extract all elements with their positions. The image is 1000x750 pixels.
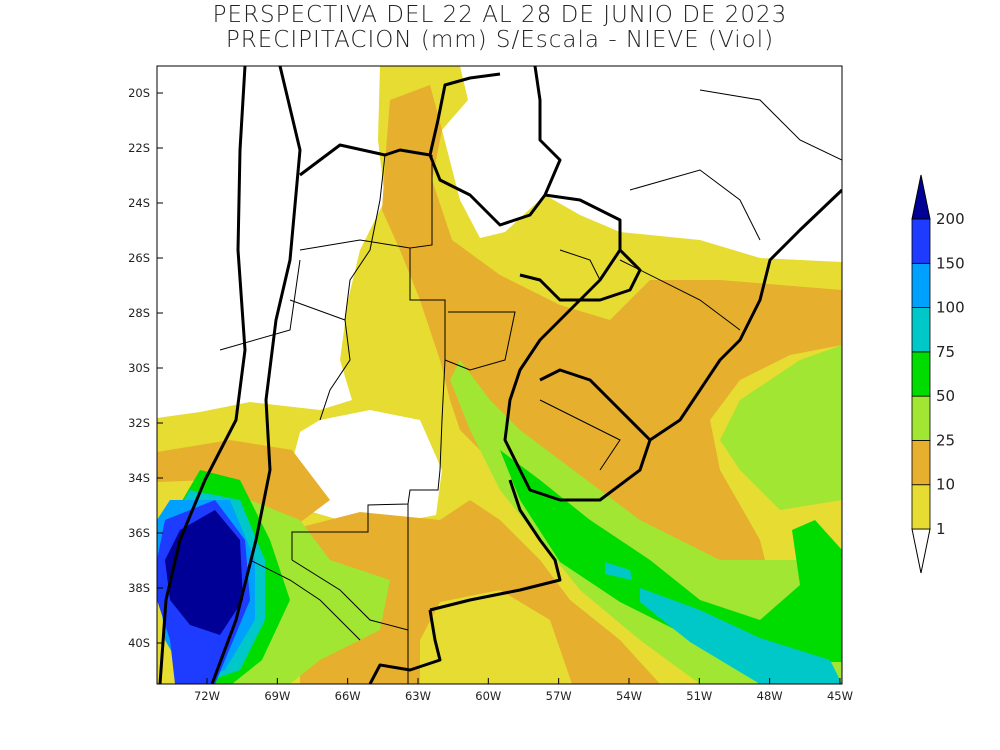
lon-tick-label: 66W xyxy=(335,689,361,703)
map-title: PERSPECTIVA DEL 22 AL 28 DE JUNIO DE 202… xyxy=(212,2,788,28)
colorbar-label: 100 xyxy=(936,299,965,317)
colorbar-segment xyxy=(911,395,931,441)
map-frame xyxy=(156,65,843,685)
field-10-25 xyxy=(157,85,842,684)
colorbar: 1 10 25 50 75 100 150 200 xyxy=(911,174,965,574)
lat-tick-label: 32S xyxy=(128,416,150,430)
colorbar-label: 50 xyxy=(936,387,955,405)
colorbar-segment xyxy=(911,218,931,264)
colorbar-segment xyxy=(911,351,931,397)
colorbar-segment xyxy=(911,174,931,220)
latitude-ticks: 20S 22S 24S 26S 28S 30S 32S 34S 36S 38S 40S xyxy=(128,86,163,650)
lon-tick-label: 63W xyxy=(405,689,431,703)
colorbar-segment xyxy=(911,307,931,353)
colorbar-label: 75 xyxy=(936,343,955,361)
lon-tick-label: 57W xyxy=(546,689,572,703)
field-200-plus xyxy=(165,510,243,635)
lat-tick-label: 34S xyxy=(128,471,150,485)
colorbar-label: 200 xyxy=(936,210,965,228)
lon-tick-label: 48W xyxy=(757,689,783,703)
lat-tick-label: 26S xyxy=(128,251,150,265)
field-none-central xyxy=(290,410,442,522)
field-10-25-spot xyxy=(698,461,718,475)
longitude-ticks: 72W 69W 66W 63W 60W 57W 54W 51W 48W 45W xyxy=(194,678,853,703)
colorbar-segment xyxy=(911,484,931,530)
colorbar-segment xyxy=(911,528,931,574)
colorbar-segment xyxy=(911,440,931,486)
lat-tick-label: 38S xyxy=(128,581,150,595)
lon-tick-label: 69W xyxy=(264,689,290,703)
lon-tick-label: 51W xyxy=(686,689,712,703)
lon-tick-label: 72W xyxy=(194,689,220,703)
lat-tick-label: 40S xyxy=(128,636,150,650)
lat-tick-label: 22S xyxy=(128,141,150,155)
colorbar-segment xyxy=(911,262,931,308)
lat-tick-label: 20S xyxy=(128,86,150,100)
country-borders xyxy=(158,66,842,684)
lon-tick-label: 54W xyxy=(616,689,642,703)
lon-tick-label: 45W xyxy=(827,689,853,703)
lat-tick-label: 28S xyxy=(128,306,150,320)
field-none-ne xyxy=(442,66,842,262)
lat-tick-label: 30S xyxy=(128,361,150,375)
field-1-10-south xyxy=(420,590,572,684)
province-borders xyxy=(219,89,842,684)
colorbar-label: 10 xyxy=(936,476,955,494)
lat-tick-label: 36S xyxy=(128,526,150,540)
precip-fields xyxy=(157,66,842,684)
colorbar-label: 150 xyxy=(936,254,965,272)
lat-tick-label: 24S xyxy=(128,196,150,210)
map-subtitle: PRECIPITACION (mm) S/Escala - NIEVE (Vio… xyxy=(225,27,775,53)
lon-tick-label: 60W xyxy=(475,689,501,703)
colorbar-label: 1 xyxy=(936,520,946,538)
colorbar-label: 25 xyxy=(936,431,955,449)
